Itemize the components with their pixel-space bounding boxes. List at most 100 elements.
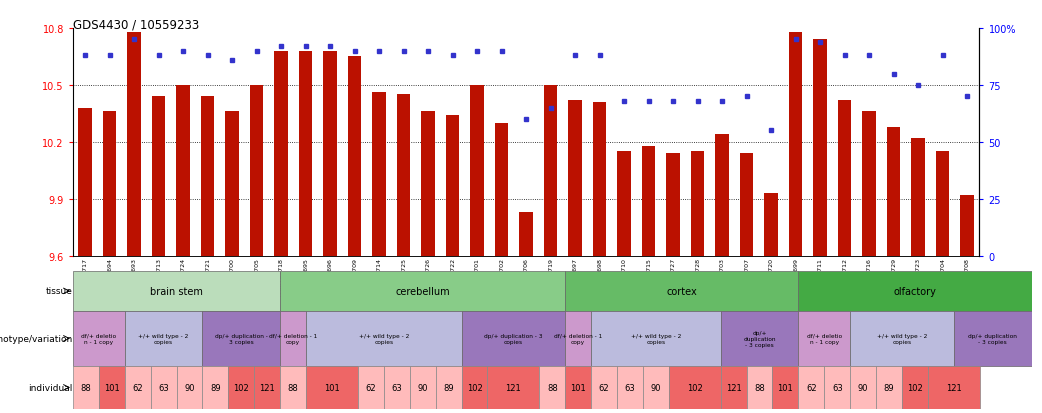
Bar — [73, 366, 99, 409]
Text: 90: 90 — [858, 383, 868, 392]
Text: 121: 121 — [505, 383, 521, 392]
Text: +/+ wild type - 2
copies: +/+ wild type - 2 copies — [358, 333, 410, 344]
Text: 63: 63 — [624, 383, 636, 392]
Bar — [78, 109, 92, 256]
Text: 63: 63 — [832, 383, 843, 392]
Text: +/+ wild type - 2
copies: +/+ wild type - 2 copies — [139, 333, 189, 344]
Bar — [721, 311, 798, 366]
Bar — [565, 271, 798, 311]
Bar — [569, 101, 581, 256]
Text: +/+ wild type - 2
copies: +/+ wild type - 2 copies — [877, 333, 927, 344]
Text: dp/+ duplication -
3 copies: dp/+ duplication - 3 copies — [215, 333, 268, 344]
Text: genotype/variation: genotype/variation — [0, 334, 73, 343]
Bar — [372, 93, 386, 256]
Bar — [421, 112, 435, 256]
Text: 102: 102 — [467, 383, 482, 392]
Bar — [617, 366, 643, 409]
Bar — [202, 311, 280, 366]
Bar — [280, 311, 306, 366]
Text: tissue: tissue — [46, 287, 73, 296]
Text: dp/+ duplication
- 3 copies: dp/+ duplication - 3 copies — [968, 333, 1017, 344]
Text: 89: 89 — [443, 383, 454, 392]
Bar — [772, 366, 798, 409]
Bar — [254, 366, 280, 409]
Text: df/+ deletio
n - 1 copy: df/+ deletio n - 1 copy — [807, 333, 842, 344]
Bar — [540, 366, 565, 409]
Bar — [691, 152, 704, 256]
Bar — [201, 97, 215, 256]
Text: 88: 88 — [288, 383, 299, 392]
Bar — [495, 123, 508, 256]
Bar — [348, 57, 362, 256]
Bar — [544, 86, 557, 256]
Text: 101: 101 — [570, 383, 586, 392]
Text: 88: 88 — [754, 383, 765, 392]
Bar — [721, 366, 746, 409]
Bar — [928, 366, 979, 409]
Text: df/+ deletion - 1
copy: df/+ deletion - 1 copy — [269, 333, 318, 344]
Bar — [462, 366, 488, 409]
Text: dp/+ duplication - 3
copies: dp/+ duplication - 3 copies — [485, 333, 543, 344]
Bar — [838, 101, 851, 256]
Bar — [152, 97, 166, 256]
Text: 101: 101 — [324, 383, 340, 392]
Bar — [323, 52, 337, 256]
Text: df/+ deletio
n - 1 copy: df/+ deletio n - 1 copy — [81, 333, 117, 344]
Text: 121: 121 — [259, 383, 275, 392]
Bar — [274, 52, 288, 256]
Text: 89: 89 — [210, 383, 221, 392]
Bar — [127, 33, 141, 256]
Bar — [669, 366, 721, 409]
Bar — [103, 112, 117, 256]
Text: GDS4430 / 10559233: GDS4430 / 10559233 — [73, 19, 199, 31]
Bar — [887, 127, 900, 256]
Bar — [824, 366, 850, 409]
Bar — [716, 135, 729, 256]
Bar — [299, 52, 313, 256]
Bar — [765, 194, 778, 256]
Text: dp/+
duplication
- 3 copies: dp/+ duplication - 3 copies — [743, 330, 776, 347]
Bar — [250, 86, 264, 256]
Text: cerebellum: cerebellum — [395, 286, 450, 296]
Bar — [225, 112, 239, 256]
Bar — [936, 152, 949, 256]
Text: brain stem: brain stem — [150, 286, 203, 296]
Bar — [593, 103, 606, 256]
Text: 63: 63 — [392, 383, 402, 392]
Text: 89: 89 — [884, 383, 894, 392]
Bar — [798, 311, 850, 366]
Text: 62: 62 — [807, 383, 817, 392]
Bar — [151, 366, 176, 409]
Bar — [850, 366, 876, 409]
Bar — [228, 366, 254, 409]
Bar — [280, 366, 306, 409]
Text: 102: 102 — [233, 383, 249, 392]
Text: 90: 90 — [650, 383, 661, 392]
Bar — [591, 366, 617, 409]
Text: 102: 102 — [908, 383, 923, 392]
Text: 101: 101 — [104, 383, 120, 392]
Text: 101: 101 — [777, 383, 793, 392]
Bar — [591, 311, 721, 366]
Bar — [73, 311, 125, 366]
Bar — [358, 366, 383, 409]
Bar — [383, 366, 410, 409]
Text: 102: 102 — [687, 383, 702, 392]
Bar — [462, 311, 565, 366]
Bar — [876, 366, 902, 409]
Bar — [850, 311, 953, 366]
Bar — [436, 366, 462, 409]
Bar — [814, 40, 827, 256]
Text: 90: 90 — [418, 383, 428, 392]
Bar — [798, 366, 824, 409]
Text: 88: 88 — [547, 383, 557, 392]
Text: 62: 62 — [132, 383, 143, 392]
Bar — [798, 271, 1032, 311]
Bar — [397, 95, 411, 256]
Bar — [902, 366, 928, 409]
Bar — [520, 213, 532, 256]
Bar — [125, 366, 151, 409]
Bar — [565, 366, 591, 409]
Bar — [961, 195, 974, 256]
Bar — [667, 154, 680, 256]
